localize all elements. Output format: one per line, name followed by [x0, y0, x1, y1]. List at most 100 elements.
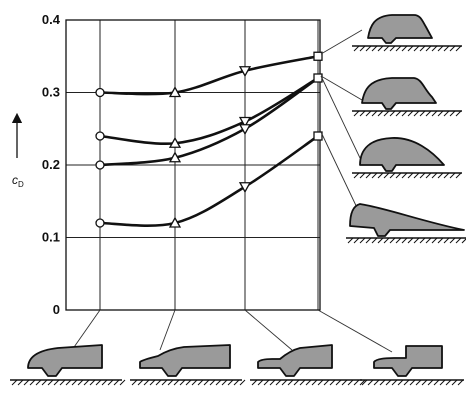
- ground-hatch: [443, 110, 450, 117]
- ground-hatch: [443, 45, 450, 52]
- curve-1: [98, 54, 320, 96]
- ground-hatch: [451, 379, 458, 386]
- ground-hatch: [341, 379, 348, 386]
- ground-hatch: [257, 379, 264, 386]
- ground-hatch: [275, 379, 282, 386]
- marker-triangle-down-9: [238, 66, 252, 78]
- ground-hatch: [293, 379, 300, 386]
- ground-hatch: [107, 379, 114, 386]
- ground-hatch: [455, 172, 462, 179]
- ground-hatch: [53, 379, 60, 386]
- ground-hatch: [413, 172, 420, 179]
- ground-hatch: [401, 237, 408, 244]
- ground-hatch: [335, 379, 342, 386]
- ground-hatch: [173, 379, 180, 386]
- y-tick-label-4: 0.4: [42, 12, 61, 27]
- ground-hatch: [227, 379, 234, 386]
- ground-hatch: [433, 379, 440, 386]
- ground-hatch: [359, 237, 366, 244]
- ground-hatch: [221, 379, 228, 386]
- ground-hatch: [155, 379, 162, 386]
- ground-hatch: [95, 379, 102, 386]
- ground-hatch: [437, 237, 444, 244]
- y-tick-label-2: 0.2: [42, 157, 60, 172]
- leader-line-rear-3: [320, 75, 361, 159]
- leader-line-rear-2: [320, 75, 363, 101]
- ground-hatch: [371, 237, 378, 244]
- ground-hatch: [143, 379, 150, 386]
- ground-hatch: [421, 379, 428, 386]
- front-shape-3: [250, 344, 366, 386]
- ground-hatch: [389, 172, 396, 179]
- curve-4: [98, 134, 320, 227]
- ground-hatch: [239, 379, 246, 386]
- ground-hatch: [203, 379, 210, 386]
- ground-hatch: [449, 172, 456, 179]
- ground-hatch: [101, 379, 108, 386]
- ground-hatch: [377, 45, 384, 52]
- ground-hatch: [449, 237, 456, 244]
- ground-hatch: [445, 379, 452, 386]
- ground-hatch: [457, 379, 464, 386]
- ground-hatch: [185, 379, 192, 386]
- marker-triangle-down-11: [238, 124, 252, 136]
- marker-triangle-up-8: [168, 216, 182, 228]
- rear-shape-1: [352, 14, 462, 52]
- ground-hatch: [455, 110, 462, 117]
- ground-hatch: [119, 379, 126, 386]
- ground-hatch: [353, 45, 360, 52]
- ground-hatch: [413, 237, 420, 244]
- ground-hatch: [113, 379, 120, 386]
- ground-hatch: [407, 110, 414, 117]
- ground-hatch: [137, 379, 144, 386]
- ground-hatch: [437, 110, 444, 117]
- ground-hatch: [131, 379, 138, 386]
- ground-hatch: [449, 110, 456, 117]
- ground-hatch: [161, 379, 168, 386]
- ground-hatch: [409, 379, 416, 386]
- ground-hatch: [359, 110, 366, 117]
- marker-circle-2: [95, 131, 105, 141]
- ground-hatch: [149, 379, 156, 386]
- ground-hatch: [179, 379, 186, 386]
- ground-hatch: [383, 172, 390, 179]
- ground-hatch: [407, 172, 414, 179]
- ground-hatch: [383, 237, 390, 244]
- ground-hatch: [17, 379, 24, 386]
- ground-hatch: [413, 110, 420, 117]
- data-curves: [98, 54, 320, 227]
- marker-square-14: [313, 73, 323, 83]
- ground-hatch: [365, 110, 372, 117]
- marker-triangle-up-7: [168, 151, 182, 163]
- rear-shape-4: [346, 203, 466, 244]
- ground-hatch: [407, 45, 414, 52]
- ground-hatch: [437, 172, 444, 179]
- ground-hatch: [385, 379, 392, 386]
- ground-hatch: [269, 379, 276, 386]
- ground-hatch: [425, 172, 432, 179]
- ground-hatch: [439, 379, 446, 386]
- ground-hatch: [317, 379, 324, 386]
- ground-hatch: [403, 379, 410, 386]
- marker-square-15: [313, 131, 323, 141]
- ground-hatch: [443, 237, 450, 244]
- ground-hatch: [419, 45, 426, 52]
- ground-hatch: [391, 379, 398, 386]
- front-shape-1: [10, 344, 126, 386]
- ground-hatch: [425, 237, 432, 244]
- ground-hatch: [329, 379, 336, 386]
- ground-hatch: [449, 45, 456, 52]
- ground-hatch: [431, 110, 438, 117]
- ground-hatch: [395, 237, 402, 244]
- ground-hatch: [215, 379, 222, 386]
- ground-hatch: [347, 379, 354, 386]
- y-axis-label-group: cD: [11, 112, 24, 189]
- leader-line-rear-4: [320, 131, 361, 215]
- ground-hatch: [41, 379, 48, 386]
- ground-hatch: [419, 172, 426, 179]
- ground-hatch: [401, 45, 408, 52]
- ground-hatch: [415, 379, 422, 386]
- y-tick-labels: 0 0.1 0.2 0.3 0.4: [42, 12, 61, 317]
